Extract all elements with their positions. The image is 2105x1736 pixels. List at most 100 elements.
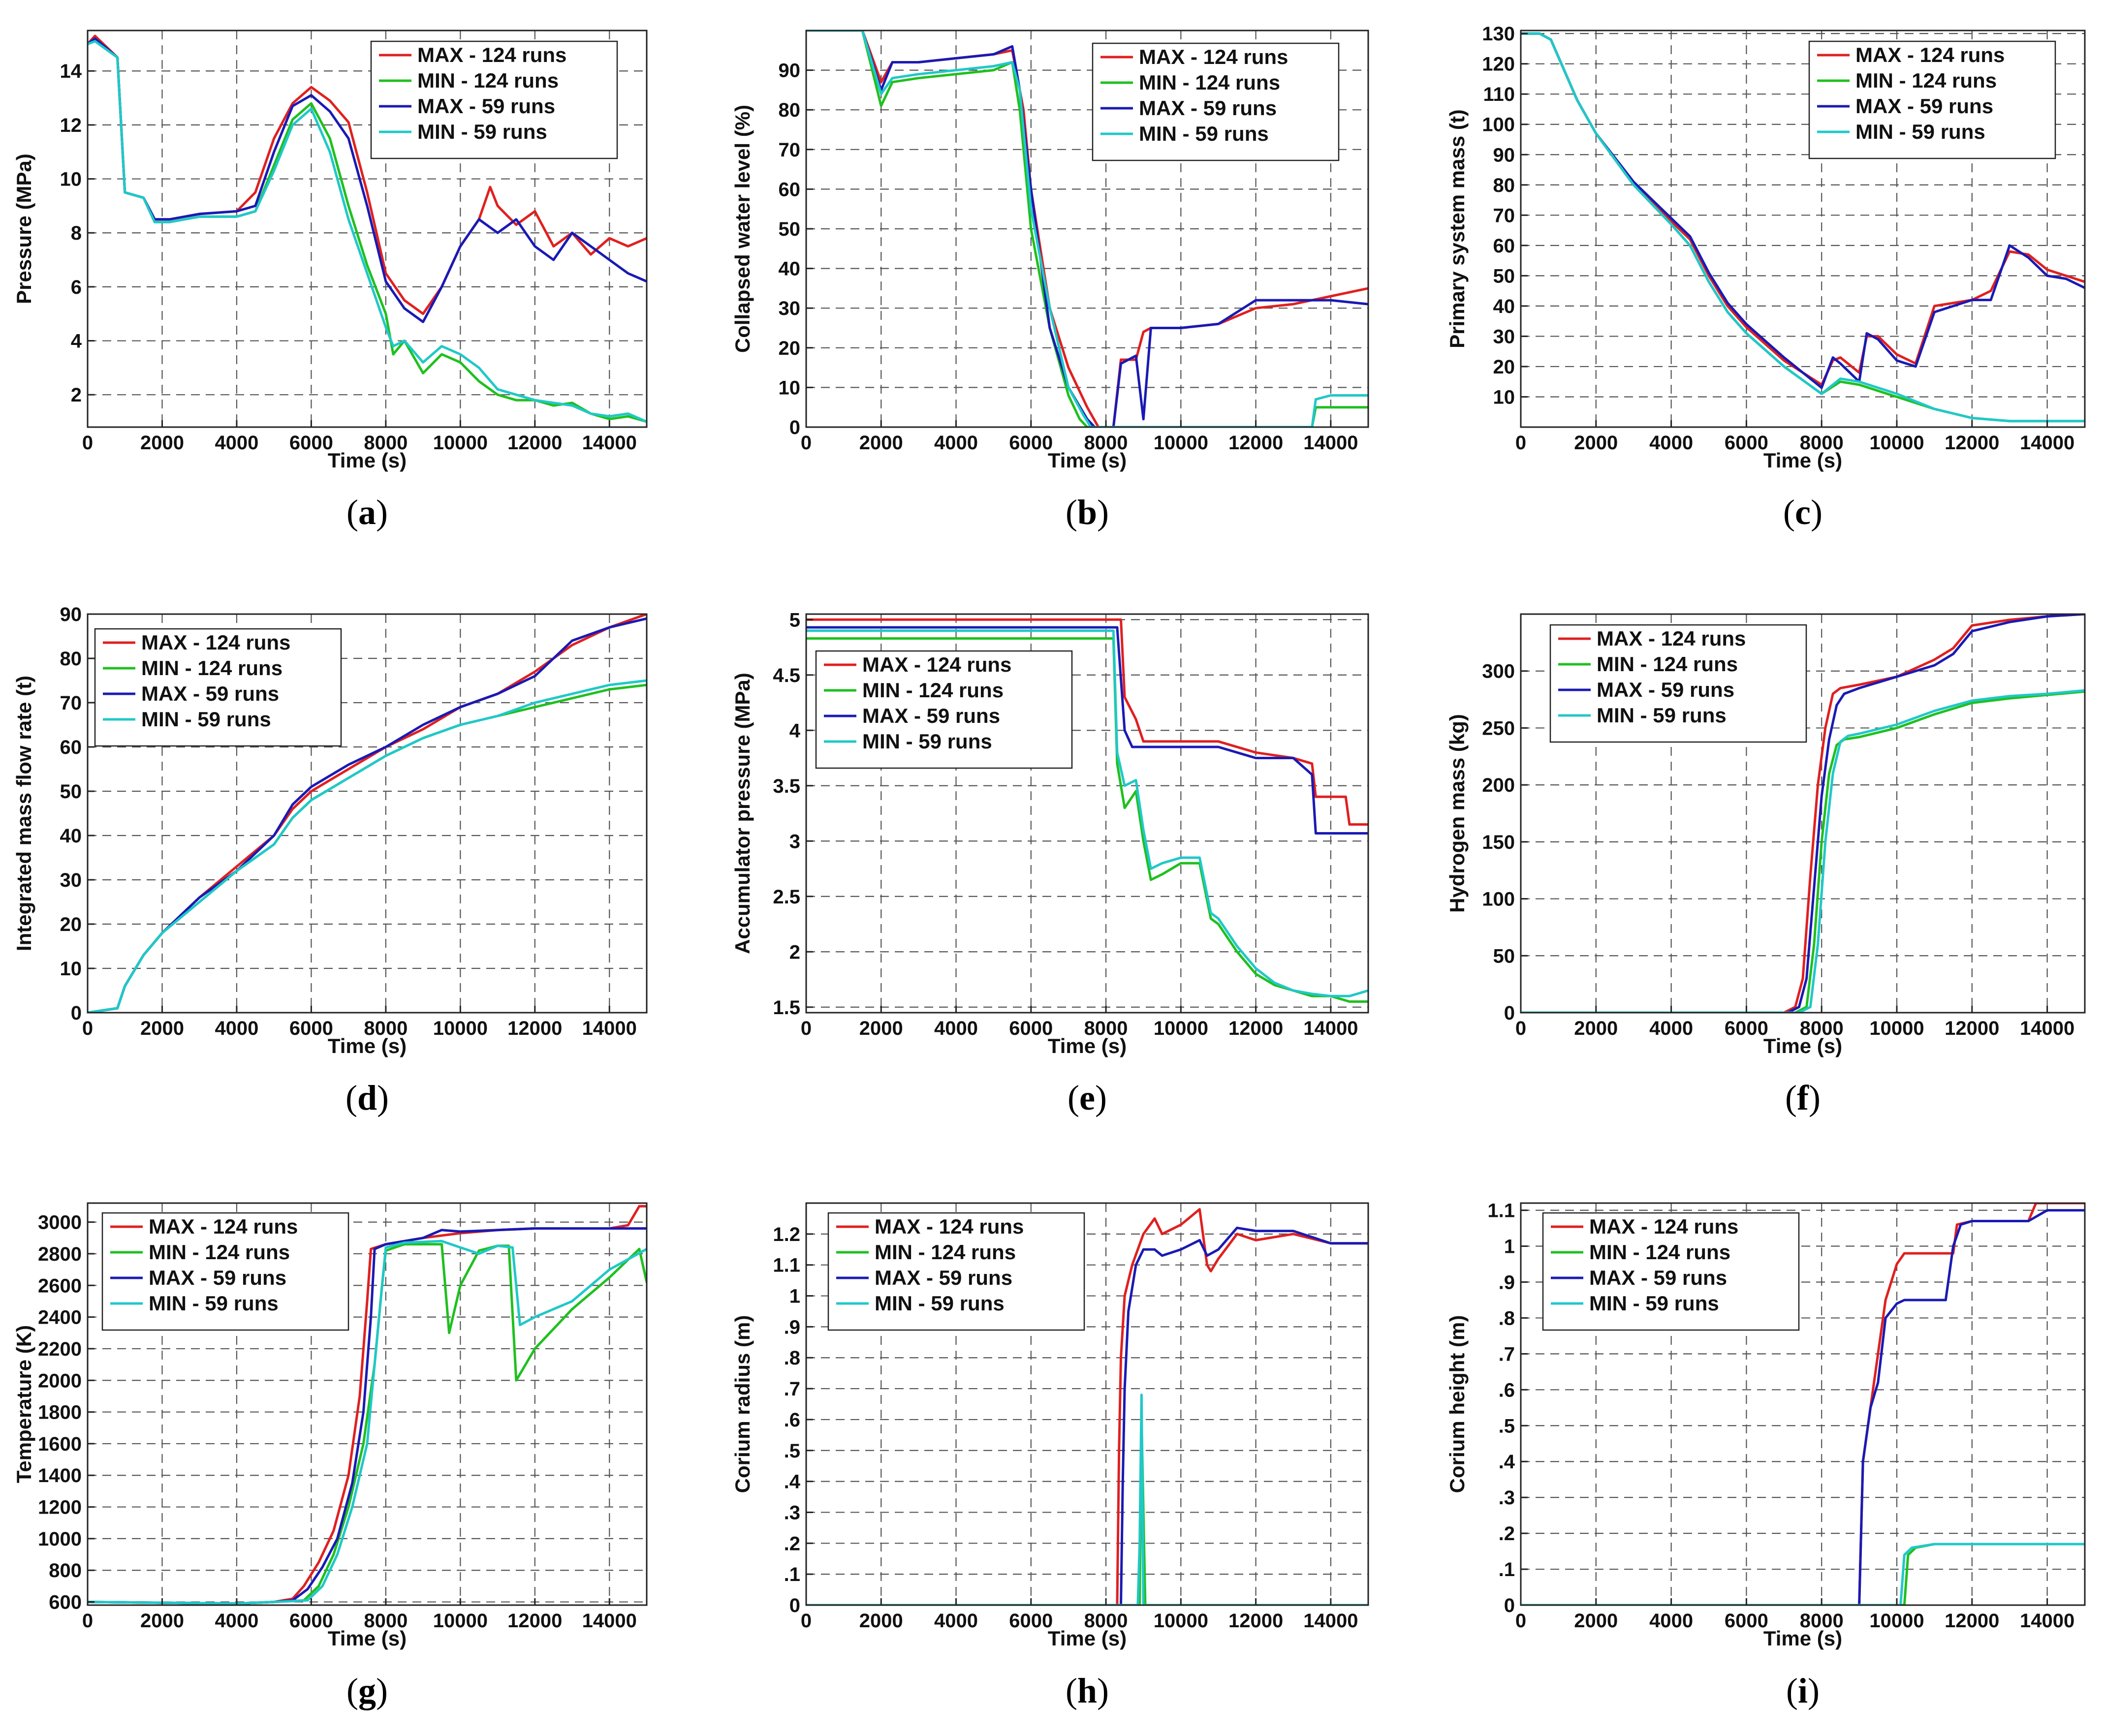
x-tick-label: 4000 (1649, 432, 1693, 454)
y-axis-label: Pressure (MPa) (12, 154, 35, 304)
y-tick-label: 50 (779, 218, 801, 240)
legend-label: MIN - 124 runs (862, 679, 1004, 702)
caption-letter: g (358, 1671, 376, 1710)
x-tick-label: 0 (82, 432, 93, 454)
x-axis-label: Time (s) (328, 1627, 407, 1650)
legend-box (94, 628, 342, 747)
caption-letter: c (1795, 493, 1811, 532)
y-tick-label: 12 (60, 115, 82, 136)
caption-open: ( (346, 1671, 358, 1710)
x-tick-label: 6000 (1725, 1018, 1768, 1039)
y-axis-label: Hydrogen mass (kg) (1445, 714, 1469, 913)
caption-open: ( (346, 1078, 357, 1117)
caption-open: ( (346, 493, 358, 532)
panel-caption: (a) (346, 493, 388, 532)
series-group (1521, 1203, 2085, 1605)
caption-open: ( (1786, 1671, 1798, 1710)
y-tick-label: 70 (779, 139, 801, 161)
y-tick-label: 100 (1482, 114, 1515, 136)
y-tick-label: 200 (1482, 775, 1515, 796)
x-tick-label: 14000 (1303, 1610, 1358, 1632)
y-tick-label: 2200 (38, 1338, 82, 1360)
y-tick-label: 4.5 (773, 665, 800, 686)
y-tick-label: 80 (779, 99, 801, 121)
legend-box (1092, 42, 1340, 161)
axes-frame (1520, 613, 2086, 1014)
series-line-min59 (806, 31, 1368, 427)
y-tick-label: 2000 (38, 1370, 82, 1392)
caption-open: ( (1785, 1078, 1797, 1117)
chart-panel-b: 0 2000 4000 6000 8000 10000 12000 14000 0 10 20 30 4… (731, 30, 1369, 532)
y-tick-label: 80 (1493, 175, 1515, 196)
legend-label: MIN - 124 runs (1855, 69, 1997, 92)
x-tick-label: 10000 (1154, 1610, 1208, 1632)
panel-caption: (b) (1066, 493, 1109, 532)
series-line-min59 (1521, 1543, 2085, 1605)
x-axis-label: Time (s) (1763, 1034, 1842, 1057)
legend-label: MAX - 124 runs (1139, 45, 1288, 68)
x-tick-label: 12000 (1228, 1610, 1283, 1632)
x-tick-label: 6000 (1725, 1610, 1768, 1632)
y-tick-label: 1 (789, 1286, 800, 1307)
x-tick-label: 0 (801, 432, 812, 454)
y-tick-label: 600 (49, 1592, 82, 1613)
y-tick-label: 2800 (38, 1243, 82, 1265)
legend-label: MAX - 59 runs (1589, 1266, 1727, 1289)
x-tick-label: 10000 (433, 1610, 488, 1632)
x-tick-label: 12000 (1945, 432, 1999, 454)
series-line-max59 (806, 626, 1368, 835)
y-tick-label: 1 (1504, 1236, 1515, 1258)
x-tick-label: 2000 (1574, 1018, 1618, 1039)
caption-letter: a (358, 493, 376, 532)
y-tick-label: 1.1 (773, 1255, 800, 1276)
y-tick-label: .4 (1499, 1451, 1515, 1473)
y-axis-label: Temperature (K) (12, 1325, 35, 1483)
y-tick-label: 70 (60, 692, 82, 714)
y-tick-label: 4 (789, 720, 801, 742)
y-tick-label: .3 (1499, 1487, 1515, 1509)
chart-panel-g: 0 2000 4000 6000 8000 10000 12000 14000 600 800 10… (12, 1202, 648, 1710)
caption-close: ) (1097, 1671, 1109, 1710)
x-axis-label: Time (s) (1763, 1627, 1842, 1650)
caption-close: ) (1097, 493, 1109, 532)
legend-label: MIN - 59 runs (862, 730, 992, 753)
y-tick-label: 90 (1493, 144, 1515, 166)
legend-label: MIN - 124 runs (141, 656, 283, 680)
y-tick-label: 8 (71, 222, 82, 244)
x-tick-label: 2000 (140, 1610, 184, 1632)
legend-label: MIN - 124 runs (1589, 1240, 1730, 1264)
x-axis-label: Time (s) (328, 449, 407, 472)
y-tick-label: 3.5 (773, 775, 800, 797)
y-tick-label: 3 (789, 831, 800, 852)
x-tick-label: 10000 (1154, 432, 1208, 454)
caption-close: ) (376, 1671, 388, 1710)
legend-label: MIN - 124 runs (1139, 71, 1280, 94)
series-line-max59 (1521, 614, 2085, 1013)
legend-label: MIN - 59 runs (149, 1292, 279, 1315)
legend-box (827, 1212, 1085, 1331)
y-tick-label: 1000 (38, 1528, 82, 1550)
legend-label: MAX - 59 runs (417, 94, 555, 118)
caption-close: ) (1811, 493, 1822, 532)
x-tick-label: 2000 (859, 432, 903, 454)
x-axis-label: Time (s) (328, 1034, 407, 1057)
series-group (88, 1205, 647, 1605)
series-group (88, 614, 647, 1013)
axes-frame (87, 613, 648, 1014)
legend-box (1549, 624, 1807, 743)
series-line-max59 (806, 31, 1368, 427)
y-tick-label: 50 (1493, 265, 1515, 287)
x-tick-label: 14000 (1303, 1018, 1358, 1039)
x-tick-label: 10000 (1869, 432, 1924, 454)
caption-open: ( (1783, 493, 1795, 532)
x-tick-label: 0 (1515, 432, 1526, 454)
x-tick-label: 6000 (1009, 432, 1053, 454)
x-tick-label: 4000 (215, 1018, 258, 1039)
series-line-max124 (1521, 614, 2085, 1013)
y-tick-label: 4 (71, 331, 82, 352)
x-axis-label: Time (s) (1048, 1034, 1127, 1057)
x-axis-label: Time (s) (1763, 449, 1842, 472)
